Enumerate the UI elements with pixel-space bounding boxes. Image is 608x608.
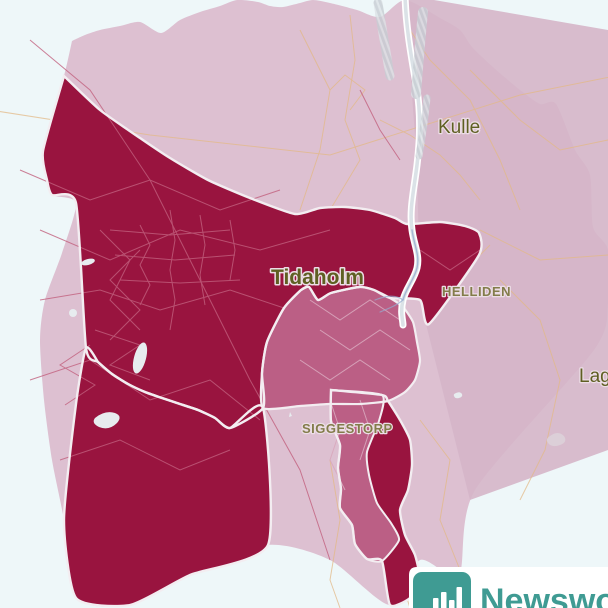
svg-text:Kulle: Kulle <box>438 117 480 138</box>
svg-text:Lagg: Lagg <box>579 366 608 387</box>
svg-text:HELLIDEN: HELLIDEN <box>442 284 511 299</box>
svg-text:SIGGESTORP: SIGGESTORP <box>302 421 393 436</box>
svg-text:Tidaholm: Tidaholm <box>271 266 364 289</box>
